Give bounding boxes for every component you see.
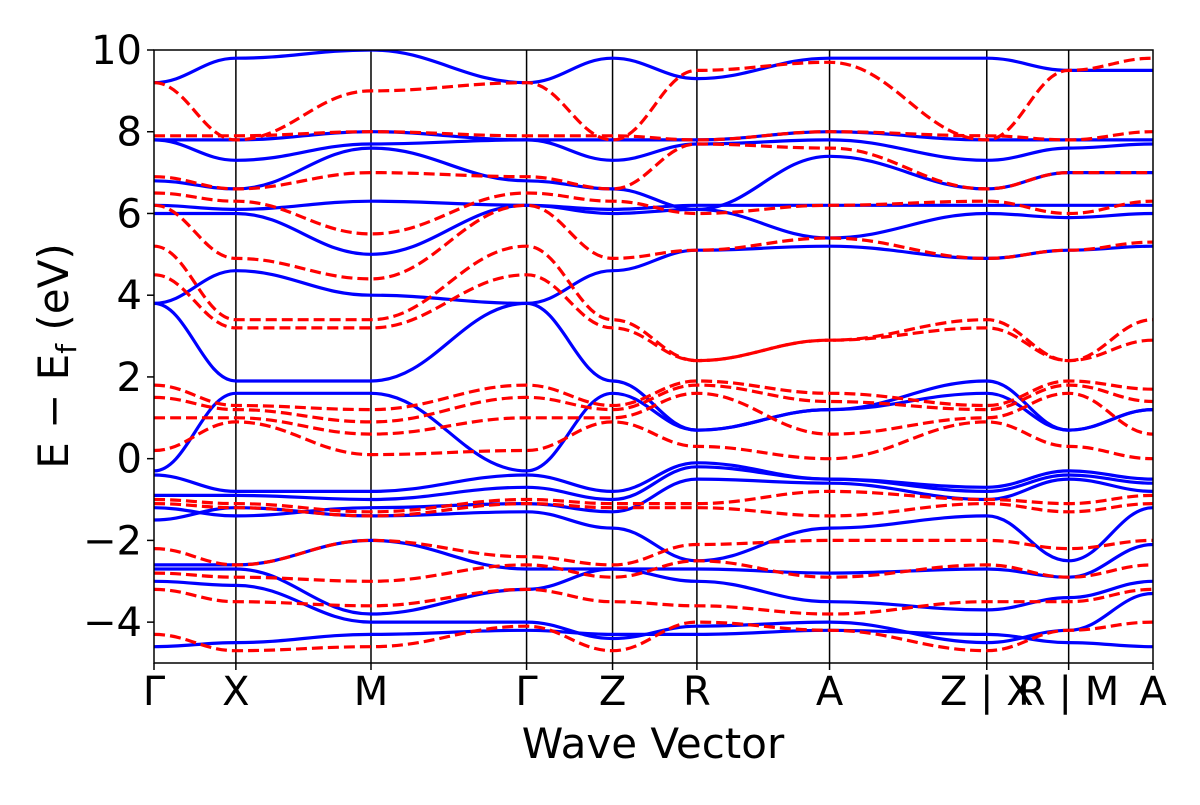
solid-band-line [154, 391, 1153, 473]
dashed-band-line [154, 587, 1153, 616]
solid-band-line [154, 50, 1153, 85]
solid-band-line [154, 130, 1153, 142]
solid-band-line [154, 138, 1153, 162]
dashed-band-line [154, 244, 1153, 363]
dashed-band-line [154, 273, 1153, 363]
y-tick-label: 10 [91, 28, 142, 74]
x-tick-label: Z | X [940, 669, 1034, 715]
solid-band-line [154, 203, 1153, 256]
x-tick-label: X [222, 669, 249, 715]
y-tick-label: 2 [117, 355, 142, 401]
x-tick-label: M [354, 669, 389, 715]
dashed-band-line [154, 538, 1153, 567]
x-tick-label: Γ [515, 669, 538, 715]
y-tick-label: 0 [117, 437, 142, 483]
dashed-band-line [154, 142, 1153, 191]
x-tick-label: A [1139, 669, 1167, 715]
x-tick-label: Γ [143, 669, 166, 715]
solid-band-line [154, 477, 1153, 518]
y-axis-label: E − Ef (eV) [29, 243, 83, 469]
y-tick-label: −4 [83, 600, 142, 646]
solid-band-line [154, 628, 1153, 649]
y-tick-label: 4 [117, 273, 142, 319]
dashed-band-line [154, 56, 1153, 142]
solid-band-line [154, 461, 1153, 494]
solid-band-line [154, 567, 1153, 616]
y-axis-label-main: E − E [29, 354, 78, 469]
dashed-band-line [154, 559, 1153, 583]
x-tick-label: A [816, 669, 844, 715]
solid-band-line [154, 579, 1153, 645]
dashed-band-line [154, 391, 1153, 436]
dashed-band-line [154, 501, 1153, 518]
x-tick-label: R [683, 669, 711, 715]
kpoint-divider-lines [235, 50, 1070, 663]
dashed-band-line [154, 489, 1153, 514]
dashed-band-line [154, 130, 1153, 142]
dashed-band-line [154, 383, 1153, 424]
solid-band-line [154, 146, 1153, 212]
y-axis-ticks: −4 −2 0 2 4 6 8 10 [83, 28, 154, 646]
solid-band-line [154, 301, 1153, 432]
dashed-band-line [154, 203, 1153, 281]
dashed-band-line [154, 420, 1153, 461]
dashed-band-line [154, 620, 1153, 653]
y-axis-label-unit: (eV) [29, 243, 78, 344]
dashed-band-line [154, 191, 1153, 236]
solid-band-line [154, 538, 1153, 579]
solid-band-line [154, 244, 1153, 306]
x-axis-ticks: Γ X M Γ Z R A Z | XR | M A [143, 663, 1167, 715]
x-tick-label: Z [599, 669, 626, 715]
x-axis-label: Wave Vector [522, 719, 785, 768]
y-tick-label: 8 [117, 110, 142, 156]
plot-frame [153, 49, 1154, 664]
y-tick-label: 6 [117, 191, 142, 237]
band-lines [154, 50, 1153, 653]
y-axis-label-subscript: f [50, 343, 83, 354]
x-tick-label: R | M [1018, 669, 1119, 715]
y-tick-label: −2 [83, 518, 142, 564]
solid-band-line [154, 465, 1153, 502]
